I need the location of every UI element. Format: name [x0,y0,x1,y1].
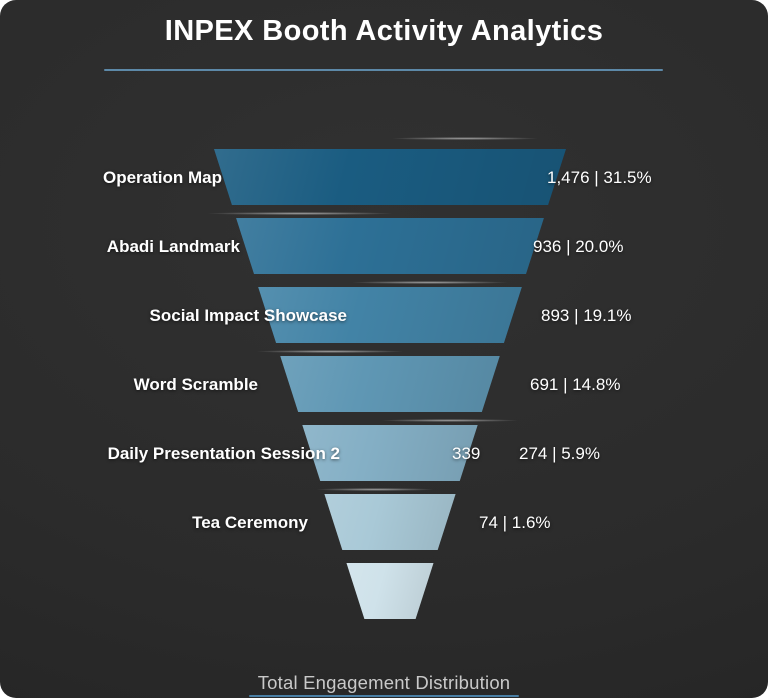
funnel-segment-label: Daily Presentation Session 2 [107,444,340,463]
footer-divider [249,695,519,697]
funnel-segment-5[interactable] [302,425,478,481]
funnel-segment-label: Abadi Landmark [106,237,240,256]
shine-streak [255,350,405,353]
funnel-segment-value: 274 | 5.9% [519,444,600,463]
funnel-segment-1[interactable] [214,149,566,205]
funnel-segment-value: 1,476 | 31.5% [547,168,652,187]
footer-label: Total Engagement Distribution [257,672,511,693]
funnel-segment-value: 893 | 19.1% [541,306,632,325]
shine-streak [380,419,520,422]
funnel-segment-label: Word Scramble [133,375,258,394]
title-divider [104,69,663,71]
shine-streak [390,137,540,140]
funnel-segment-7[interactable] [346,563,434,619]
funnel-segment-label: Tea Ceremony [192,513,308,532]
funnel-segment-label: Operation Map [102,168,222,187]
shine-streak [315,488,435,491]
funnel-segment-value: 74 | 1.6% [479,513,551,532]
funnel-segment-value: 936 | 20.0% [533,237,624,256]
funnel-segment-value: 691 | 14.8% [530,375,621,394]
shine-streak [205,212,395,215]
funnel-segment-3[interactable] [258,287,522,343]
funnel-segment-4[interactable] [280,356,500,412]
funnel-segment-label: Social Impact Showcase [149,306,347,325]
page-title: INPEX Booth Activity Analytics [164,15,604,47]
funnel-segment-2[interactable] [236,218,544,274]
shine-streak [350,281,510,284]
funnel-segment-inner-value: 339 [452,444,481,463]
funnel-segment-6[interactable] [324,494,456,550]
